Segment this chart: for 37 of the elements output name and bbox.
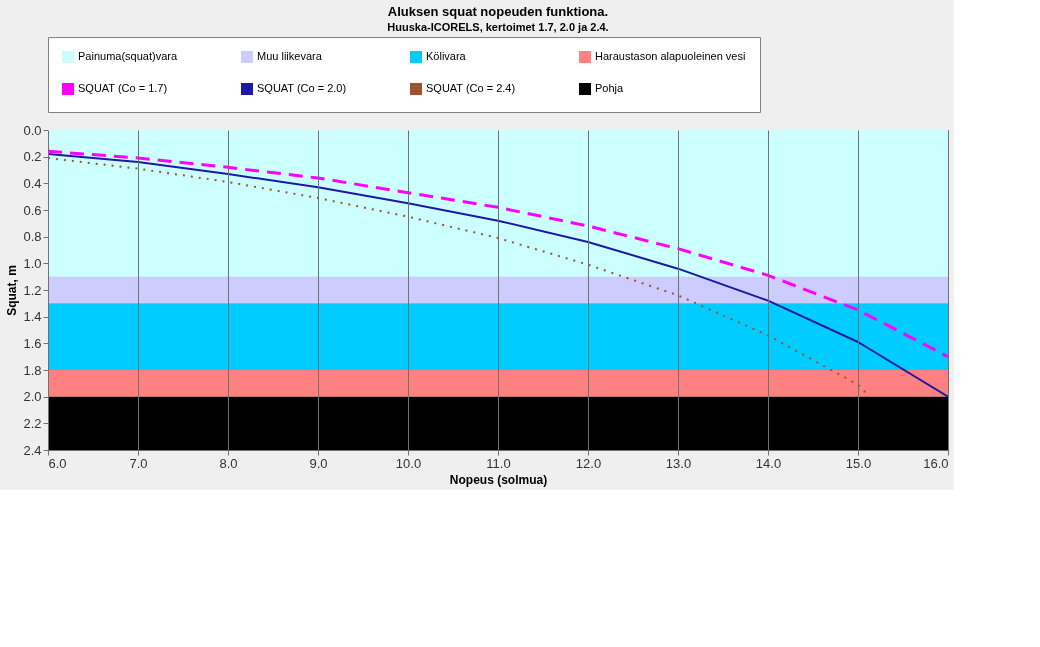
x-tick-label: 16.0 [923,455,949,471]
line-series [48,149,948,359]
y-tick-label: 0.0 [23,122,42,138]
y-axis-title: Squat, m [5,265,20,316]
legend-label: Kölivara [426,50,467,62]
chart-title: Aluksen squat nopeuden funktiona. [387,3,609,19]
x-tick-label: 7.0 [129,455,148,471]
y-tick-label: 2.0 [23,389,42,405]
y-tick-label: 1.2 [23,282,42,298]
y-tick-label: 0.8 [23,229,42,245]
legend-label: SQUAT (Co = 1.7) [78,82,168,94]
legend-label: Painuma(squat)vara [78,50,178,62]
y-tick-label: 2.4 [23,442,42,458]
legend-label: SQUAT (Co = 2.4) [426,82,516,94]
y-tick-label: 0.2 [23,149,42,165]
x-tick-label: 10.0 [395,455,422,471]
legend-label: Muu liikevara [257,50,323,62]
x-tick-label: 11.0 [486,455,511,471]
x-tick-label: 9.0 [309,455,328,471]
y-tick-label: 1.0 [23,255,42,271]
y-tick-label: 1.8 [23,362,42,378]
y-tick-label: 1.6 [23,335,42,351]
y-tick-label: 0.4 [23,175,42,191]
x-tick-label: 14.0 [755,455,782,471]
y-tick-label: 2.2 [23,415,42,431]
y-tick-label: 1.4 [23,309,42,325]
x-tick-label: 8.0 [219,455,238,471]
legend-label: Haraustason alapuoleinen vesi [595,50,746,62]
legend-label: SQUAT (Co = 2.0) [257,82,347,94]
x-axis-title: Nopeus (solmua) [449,472,548,487]
x-tick-label: 15.0 [845,455,872,471]
x-tick-label: 12.0 [575,455,602,471]
legend-label: Pohja [595,82,625,94]
y-tick-label: 0.6 [23,202,42,218]
chart-subtitle: Huuska-ICORELS, kertoimet 1.7, 2.0 ja 2.4. [387,20,609,33]
x-tick-label: 13.0 [665,455,692,471]
x-tick-label: 6.0 [48,455,67,471]
